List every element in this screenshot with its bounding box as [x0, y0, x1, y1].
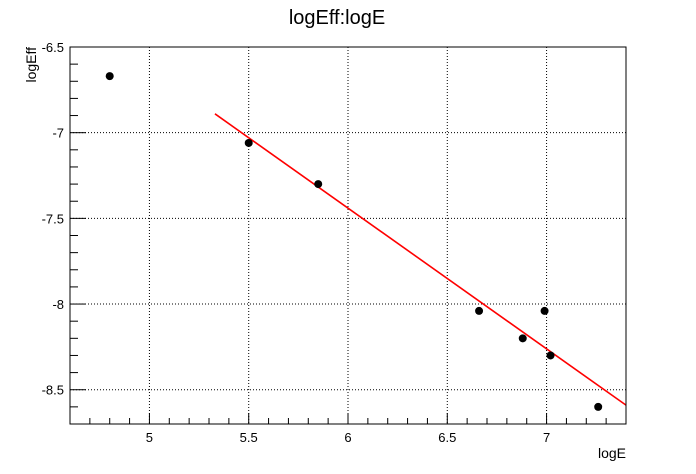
data-point [518, 334, 527, 343]
y-tick-label: -8.5 [42, 383, 64, 398]
data-point [546, 351, 555, 360]
fit-line [214, 113, 627, 406]
data-point [475, 306, 484, 315]
x-tick-label: 5.5 [240, 430, 258, 445]
x-tick-label: 5 [146, 430, 153, 445]
data-point [540, 306, 549, 315]
data-points [105, 72, 603, 411]
y-tick-label: -8 [52, 297, 64, 312]
x-axis-label: logE [598, 445, 626, 461]
y-tick-label: -6.5 [42, 40, 64, 55]
chart-title: logEff:logE [289, 7, 385, 29]
x-tick-label: 6.5 [438, 430, 456, 445]
y-axis-label: logEff [23, 47, 39, 83]
plot-area-border [69, 46, 627, 425]
x-tick-label: 7 [543, 430, 550, 445]
y-tick-label: -7.5 [42, 211, 64, 226]
tick-labels: 5 5.5 6 6.5 7 -6.5 -7 -7.5 -8 -8.5 [42, 40, 551, 445]
data-point [105, 72, 114, 81]
y-tick-label: -7 [52, 126, 64, 141]
data-point [244, 138, 253, 147]
x-tick-label: 6 [344, 430, 351, 445]
axis-ticks [70, 46, 627, 424]
data-point [594, 402, 603, 411]
data-point [314, 180, 323, 189]
fit-line-layer [214, 113, 627, 406]
